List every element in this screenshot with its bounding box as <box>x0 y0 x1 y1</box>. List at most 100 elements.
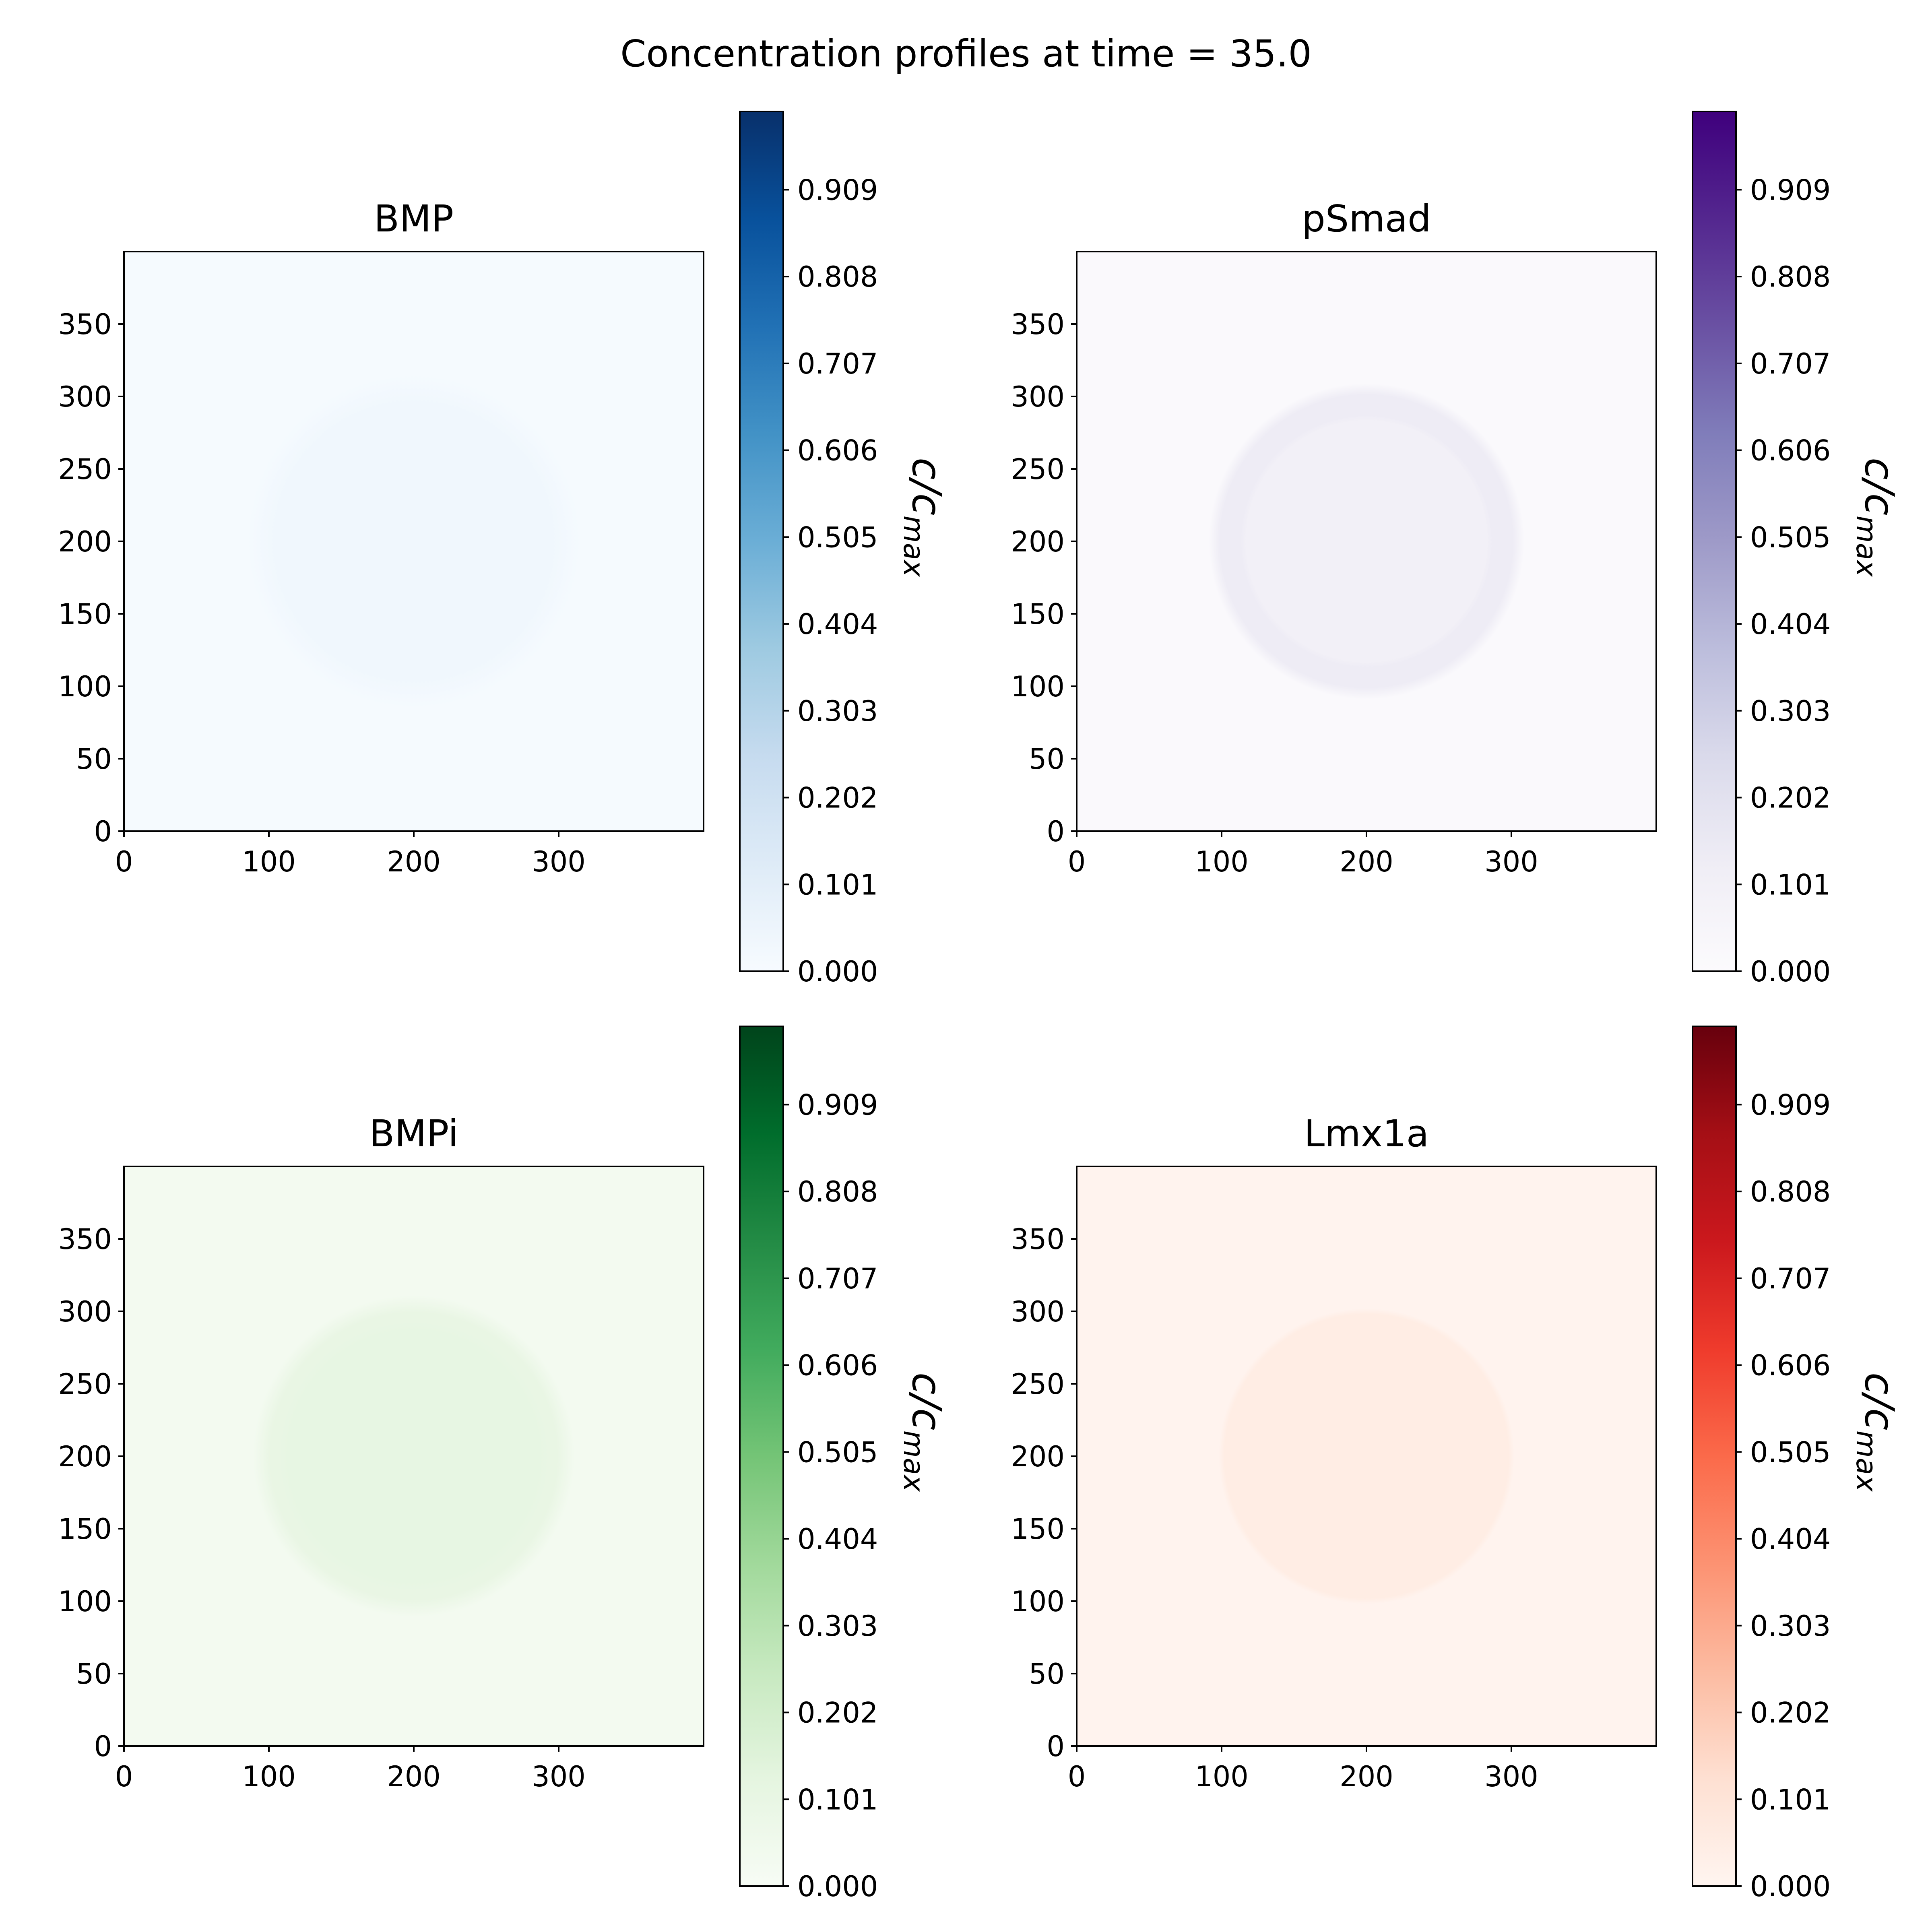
panel-title: Lmx1a <box>1304 1112 1429 1155</box>
colorbar-tick-label: 0.000 <box>797 955 878 988</box>
colorbar-tick-label: 0.303 <box>797 1610 878 1643</box>
colorbar-tick-label: 0.404 <box>1750 1523 1831 1556</box>
colorbar-tick-label: 0.808 <box>1750 260 1831 293</box>
colorbar-label: c/cmax <box>1850 1373 1903 1492</box>
colorbar <box>740 111 783 971</box>
colorbar-label: c/cmax <box>897 458 950 577</box>
colorbar-tick-label: 0.404 <box>797 1523 878 1556</box>
x-tick-label: 200 <box>1340 1760 1393 1793</box>
colorbar-tick-label: 0.808 <box>797 1175 878 1208</box>
colorbar-tick-label: 0.707 <box>1750 347 1831 380</box>
colorbar-label: c/cmax <box>1850 458 1903 577</box>
y-tick-label: 200 <box>58 525 112 558</box>
y-tick-label: 350 <box>1011 308 1065 341</box>
colorbar-tick-label: 0.909 <box>797 1088 878 1121</box>
y-tick-label: 50 <box>76 1657 112 1690</box>
panel-psmad: pSmad 0 100 200 300 0 50 100 150 200 250 300 350 0.00… <box>1011 111 1903 988</box>
colorbar-tick-label: 0.101 <box>1750 1783 1831 1816</box>
y-tick-label: 250 <box>1011 1368 1065 1401</box>
heatmap-disc <box>1218 1308 1515 1604</box>
y-tick-label: 0 <box>94 815 112 848</box>
x-tick-label: 0 <box>1068 845 1086 878</box>
colorbar-tick-label: 0.000 <box>1750 955 1831 988</box>
x-tick-label: 300 <box>532 1760 586 1793</box>
y-tick-label: 50 <box>1029 743 1065 776</box>
y-tick-label: 50 <box>76 743 112 776</box>
y-tick-label: 250 <box>58 1368 112 1401</box>
y-tick-label: 150 <box>58 1513 112 1546</box>
y-tick-label: 300 <box>1011 1295 1065 1328</box>
colorbar-tick-label: 0.404 <box>797 608 878 641</box>
colorbar-frame <box>1692 1026 1737 1887</box>
colorbar-frame <box>1692 111 1737 972</box>
colorbar-tick-label: 0.202 <box>1750 782 1831 815</box>
x-tick-label: 300 <box>1484 1760 1538 1793</box>
y-tick-label: 50 <box>1029 1657 1065 1690</box>
colorbar-tick-label: 0.606 <box>797 1349 878 1382</box>
y-tick-label: 0 <box>1046 1730 1065 1763</box>
panel-bmp: BMP 0 100 200 300 0 50 100 150 200 250 300 350 0.000 0… <box>58 111 950 988</box>
heatmap <box>124 1166 704 1746</box>
y-tick-label: 300 <box>58 380 112 413</box>
x-tick-label: 100 <box>1195 845 1249 878</box>
x-tick-label: 300 <box>1484 845 1538 878</box>
colorbar-tick-label: 0.202 <box>1750 1697 1831 1730</box>
x-tick-label: 100 <box>242 845 296 878</box>
colorbar-tick-label: 0.303 <box>1750 1610 1831 1643</box>
panel-title: BMPi <box>369 1112 458 1155</box>
colorbar-frame <box>739 111 784 972</box>
colorbar-label: c/cmax <box>897 1373 950 1492</box>
panel-title: BMP <box>374 197 454 240</box>
figure-title: Concentration profiles at time = 35.0 <box>620 32 1312 75</box>
heatmap <box>1077 252 1656 831</box>
y-tick-label: 250 <box>58 453 112 486</box>
colorbar-tick-label: 0.202 <box>797 1697 878 1730</box>
y-tick-label: 350 <box>58 1223 112 1256</box>
colorbar-tick-label: 0.707 <box>797 1262 878 1295</box>
y-tick-label: 300 <box>1011 380 1065 413</box>
colorbar-tick-label: 0.101 <box>797 1783 878 1816</box>
y-tick-label: 100 <box>1011 670 1065 703</box>
colorbar-tick-label: 0.909 <box>1750 173 1831 206</box>
x-tick-label: 0 <box>115 845 133 878</box>
colorbar <box>1693 1026 1736 1886</box>
y-tick-label: 350 <box>58 308 112 341</box>
y-tick-label: 150 <box>1011 598 1065 631</box>
x-tick-label: 100 <box>1195 1760 1249 1793</box>
colorbar-tick-label: 0.505 <box>1750 1436 1831 1469</box>
y-tick-label: 200 <box>58 1440 112 1473</box>
colorbar <box>1693 111 1736 971</box>
heatmap-disc <box>253 1295 575 1617</box>
y-tick-label: 0 <box>94 1730 112 1763</box>
colorbar-tick-label: 0.101 <box>1750 868 1831 901</box>
colorbar-tick-label: 0.505 <box>797 1436 878 1469</box>
y-tick-label: 350 <box>1011 1223 1065 1256</box>
colorbar-tick-label: 0.707 <box>797 347 878 380</box>
colorbar-frame <box>739 1026 784 1887</box>
x-tick-label: 0 <box>1068 1760 1086 1793</box>
colorbar-tick-label: 0.909 <box>797 173 878 206</box>
x-tick-label: 200 <box>1340 845 1393 878</box>
suptitle-layer: Concentration profiles at time = 35.0 <box>0 0 1932 80</box>
x-tick-label: 200 <box>387 845 441 878</box>
panel-bmpi: BMPi 0 100 200 300 0 50 100 150 200 250 300 350 0.000… <box>58 1026 950 1903</box>
colorbar-tick-label: 0.000 <box>1750 1870 1831 1903</box>
y-tick-label: 100 <box>58 670 112 703</box>
colorbar-tick-label: 0.505 <box>1750 521 1831 554</box>
y-tick-label: 100 <box>58 1585 112 1618</box>
colorbar-tick-label: 0.606 <box>1750 1349 1831 1382</box>
y-tick-label: 150 <box>58 598 112 631</box>
colorbar-tick-label: 0.707 <box>1750 1262 1831 1295</box>
panel-title: pSmad <box>1302 197 1431 240</box>
y-tick-label: 200 <box>1011 1440 1065 1473</box>
heatmap <box>1077 1166 1656 1746</box>
colorbar <box>740 1026 783 1886</box>
x-tick-label: 0 <box>115 1760 133 1793</box>
colorbar-tick-label: 0.808 <box>1750 1175 1831 1208</box>
y-tick-label: 100 <box>1011 1585 1065 1618</box>
y-tick-label: 250 <box>1011 453 1065 486</box>
colorbar-tick-label: 0.606 <box>797 434 878 467</box>
colorbar-tick-label: 0.202 <box>797 782 878 815</box>
